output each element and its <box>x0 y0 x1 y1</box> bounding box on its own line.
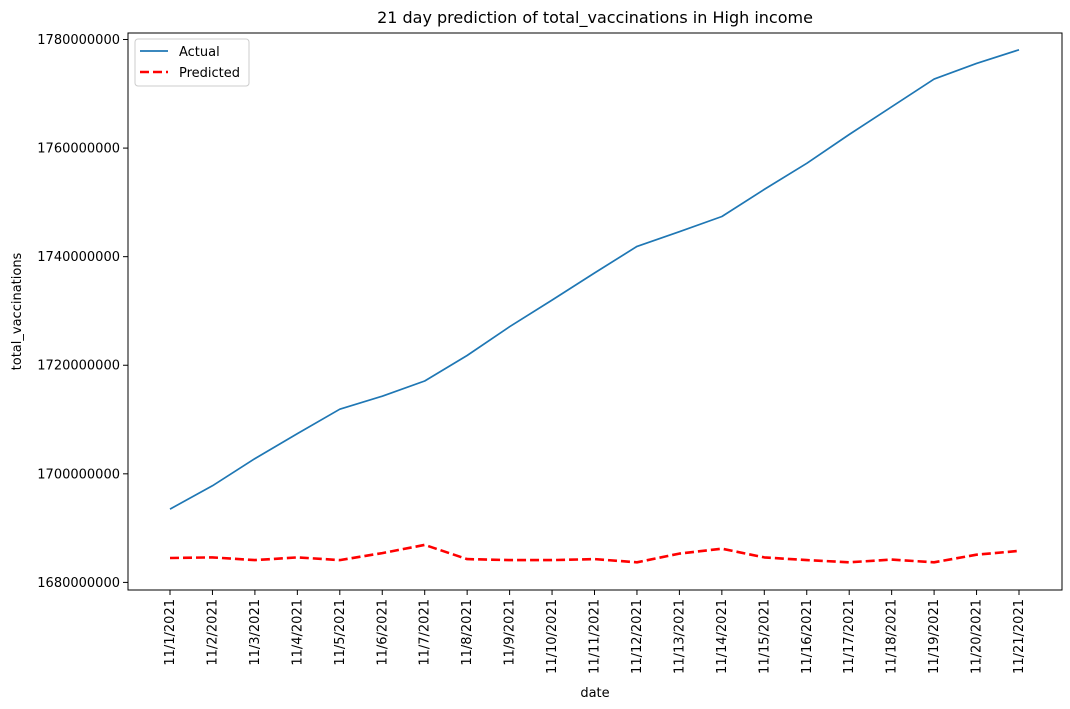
x-tick-label: 11/3/2021 <box>248 599 263 666</box>
x-tick-label: 11/5/2021 <box>333 599 348 666</box>
y-tick-label: 1700000000 <box>37 467 120 482</box>
x-tick-label: 11/7/2021 <box>418 599 433 666</box>
legend: Actual Predicted <box>134 38 250 87</box>
series-layer <box>169 48 1020 564</box>
x-tick-label: 11/10/2021 <box>545 599 560 674</box>
y-axis-label: total_vaccinations <box>10 252 25 370</box>
plot-area <box>127 32 1063 591</box>
x-tick-label: 11/11/2021 <box>588 599 603 674</box>
y-axis-ticks: 1680000000 1700000000 1720000000 1740000000… <box>37 33 128 591</box>
x-tick-label: 11/2/2021 <box>205 599 220 666</box>
x-tick-label: 11/9/2021 <box>503 599 518 666</box>
x-tick-label: 11/21/2021 <box>1012 599 1027 674</box>
x-tick-label: 11/15/2021 <box>757 599 772 674</box>
y-tick-label: 1720000000 <box>37 359 120 374</box>
series-line-predicted <box>169 543 1020 564</box>
x-tick-label: 11/13/2021 <box>672 599 687 674</box>
x-tick-label: 11/19/2021 <box>927 599 942 674</box>
x-tick-label: 11/12/2021 <box>630 599 645 674</box>
x-tick-label: 11/8/2021 <box>460 599 475 666</box>
series-line-actual <box>169 48 1020 510</box>
chart-title: 21 day prediction of total_vaccinations … <box>377 8 813 28</box>
y-tick-label: 1740000000 <box>37 250 120 265</box>
x-tick-label: 11/6/2021 <box>375 599 390 666</box>
x-tick-label: 11/16/2021 <box>800 599 815 674</box>
x-tick-label: 11/4/2021 <box>290 599 305 666</box>
x-tick-label: 11/17/2021 <box>842 599 857 674</box>
legend-label-actual: Actual <box>179 45 220 60</box>
legend-label-predicted: Predicted <box>179 66 240 81</box>
x-tick-label: 11/20/2021 <box>970 599 985 674</box>
y-tick-label: 1780000000 <box>37 33 120 48</box>
y-tick-label: 1760000000 <box>37 142 120 157</box>
x-axis-ticks: 11/1/2021 11/2/2021 11/3/2021 11/4/2021 11/5… <box>163 590 1027 674</box>
x-tick-label: 11/14/2021 <box>715 599 730 674</box>
x-tick-label: 11/18/2021 <box>885 599 900 674</box>
y-tick-label: 1680000000 <box>37 576 120 591</box>
x-axis-label: date <box>580 686 609 701</box>
x-tick-label: 11/1/2021 <box>163 599 178 666</box>
plot-frame <box>127 32 1063 591</box>
